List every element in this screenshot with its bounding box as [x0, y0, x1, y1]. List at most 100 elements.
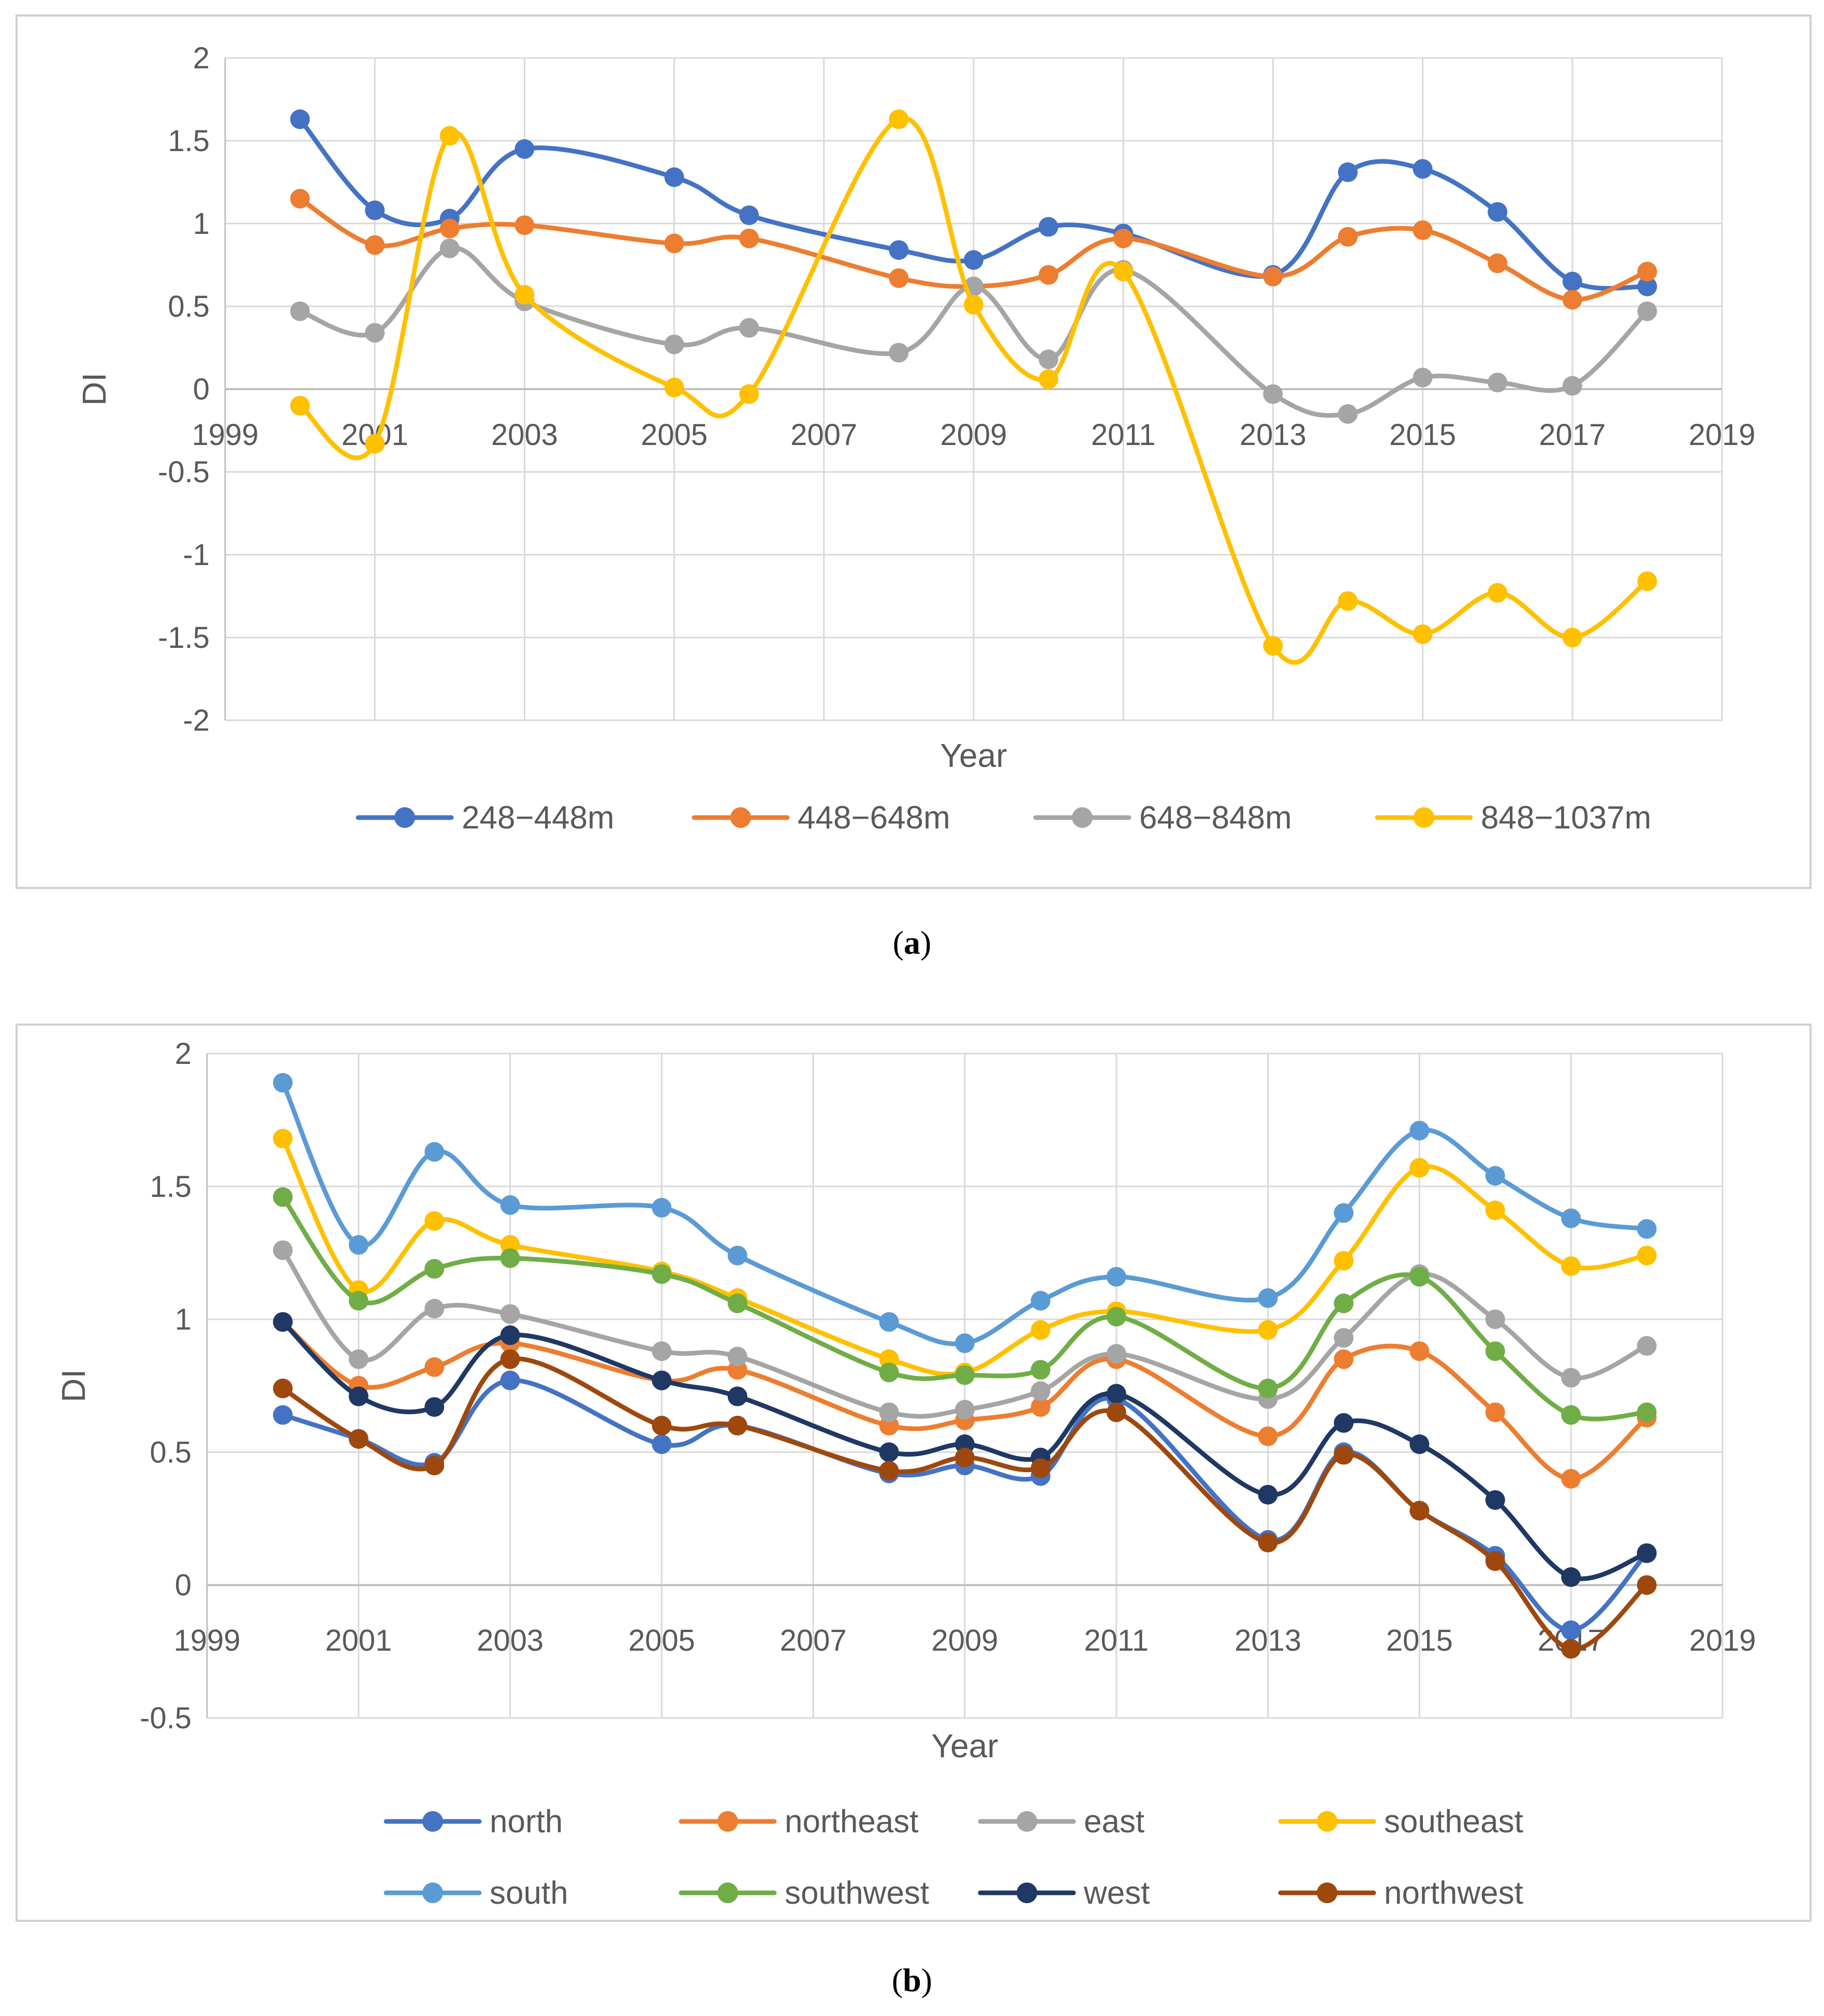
chart-b-legend-swatch-marker: [717, 1882, 738, 1903]
chart-b-legend-label: west: [1083, 1875, 1150, 1911]
chart-b-point-northwest: [348, 1429, 369, 1449]
chart-b-point-south: [1258, 1288, 1278, 1308]
chart-b-point-east: [1031, 1381, 1051, 1401]
chart-b-point-northwest: [879, 1461, 899, 1481]
chart-a-x-tick-label: 2007: [790, 418, 857, 452]
chart-b-point-west: [500, 1325, 520, 1345]
chart-a-point-648−848m: [1488, 373, 1508, 393]
chart-a-point-848−1037m: [365, 434, 385, 454]
chart-b-x-tick-label: 2007: [780, 1624, 847, 1657]
chart-b-frame: 2 1.5 1 0.5 0 -0.5 1999 2001 2003 2005 2007 2009 201…: [16, 1024, 1812, 1922]
chart-b-point-northeast: [1561, 1469, 1581, 1489]
chart-b-series-line-east: [280, 1248, 1650, 1419]
chart-b-point-east: [348, 1349, 369, 1369]
chart-b-point-east: [500, 1304, 520, 1324]
chart-b-point-northwest: [500, 1349, 520, 1369]
chart-a-y-tick-label: 1.5: [168, 124, 210, 158]
chart-b-point-south: [955, 1333, 975, 1353]
chart-b-point-east: [1637, 1336, 1657, 1356]
chart-a-point-448−648m: [739, 228, 759, 248]
chart-b-x-tick-label: 2005: [628, 1624, 695, 1657]
chart-b-y-tick-label: 1.5: [150, 1170, 192, 1204]
chart-a-point-248−448m: [290, 109, 310, 129]
chart-b-point-southwest: [348, 1291, 369, 1311]
chart-a-x-tick-label: 2011: [1091, 418, 1156, 452]
chart-a-legend-swatch-marker: [730, 807, 751, 828]
chart-a-y-tick-label: 0: [193, 373, 210, 406]
chart-b-point-east: [1561, 1368, 1581, 1388]
chart-a-legend-label: 248−448m: [462, 800, 614, 836]
chart-a-y-axis-title: DI: [76, 373, 113, 406]
chart-a-point-448−648m: [514, 215, 535, 235]
chart-b-point-west: [273, 1312, 293, 1332]
chart-b-point-southwest: [1106, 1307, 1126, 1327]
chart-a-point-648−848m: [290, 301, 310, 321]
chart-b-point-southwest: [727, 1293, 747, 1313]
chart-a-x-tick-label: 2009: [940, 418, 1007, 452]
chart-b-point-northeast: [424, 1357, 445, 1377]
chart-a-point-848−1037m: [889, 109, 909, 129]
chart-b-point-east: [1106, 1344, 1126, 1364]
chart-a-x-tick-label: 2003: [491, 418, 558, 452]
chart-b-point-southwest: [1031, 1360, 1051, 1380]
chart-b-point-southwest: [500, 1248, 520, 1268]
chart-b-point-south: [727, 1246, 747, 1266]
chart-b-point-northwest: [1031, 1458, 1051, 1478]
chart-a-legend-swatch-marker: [394, 807, 415, 828]
chart-b-point-south: [348, 1235, 369, 1255]
chart-a-legend-label: 448−648m: [798, 800, 950, 836]
chart-a-point-648−848m: [365, 323, 385, 343]
chart-b-x-tick-label: 2003: [477, 1624, 543, 1657]
chart-a-legend-label: 848−1037m: [1481, 800, 1651, 836]
chart-b-point-east: [273, 1240, 293, 1261]
chart-b-point-south: [1637, 1219, 1657, 1239]
chart-a-point-648−848m: [1338, 404, 1358, 424]
chart-a-point-448−648m: [1338, 227, 1358, 247]
chart-b-point-south: [1334, 1203, 1354, 1223]
chart-a-point-248−448m: [739, 205, 759, 225]
chart-b-point-northeast: [1258, 1426, 1278, 1446]
chart-b-legend-swatch-marker: [1017, 1811, 1037, 1832]
chart-b-point-northwest: [1258, 1533, 1278, 1553]
chart-a-point-848−1037m: [1113, 261, 1134, 281]
chart-b-point-north: [1561, 1620, 1581, 1640]
chart-b-point-southeast: [1637, 1246, 1657, 1266]
chart-a-point-848−1037m: [1338, 591, 1358, 611]
chart-b-point-northwest: [1485, 1551, 1505, 1571]
chart-b-x-axis-title: Year: [931, 1727, 998, 1765]
chart-b-series-line-southeast: [280, 1136, 1650, 1377]
chart-b-point-south: [424, 1142, 445, 1162]
chart-b-point-northeast: [1334, 1349, 1354, 1369]
chart-a-x-tick-label: 2019: [1688, 418, 1755, 452]
chart-a-point-648−848m: [1637, 301, 1657, 321]
chart-b-point-west: [424, 1397, 445, 1417]
chart-b-x-tick-label: 2013: [1234, 1624, 1301, 1657]
chart-b-legend-label: northwest: [1384, 1875, 1523, 1911]
chart-a-point-848−1037m: [1562, 628, 1582, 647]
chart-b-point-southwest: [1409, 1267, 1430, 1287]
chart-b-point-northwest: [1334, 1445, 1354, 1465]
chart-b-point-west: [1561, 1567, 1581, 1587]
chart-a-point-848−1037m: [439, 126, 460, 146]
chart-b-point-southwest: [1637, 1402, 1657, 1422]
chart-a-caption: (a): [892, 924, 932, 961]
chart-b-legend-swatch-marker: [422, 1882, 443, 1903]
chart-b-point-south: [1561, 1208, 1581, 1228]
chart-b-point-southeast: [424, 1211, 445, 1231]
chart-b-point-west: [1409, 1434, 1430, 1454]
chart-a-point-248−448m: [1338, 162, 1358, 182]
chart-b-series-line-west: [280, 1320, 1650, 1581]
chart-b-y-tick-label: 1: [175, 1303, 192, 1337]
chart-a-y-tick-label: -2: [183, 704, 210, 737]
chart-b-series-line-northeast: [280, 1320, 1650, 1481]
chart-a-x-tick-label: 2015: [1389, 418, 1456, 452]
chart-a-point-248−448m: [1562, 272, 1582, 291]
chart-b-point-southwest: [879, 1362, 899, 1383]
chart-a-point-848−1037m: [1637, 571, 1657, 591]
chart-b-point-south: [1409, 1120, 1430, 1140]
chart-b-y-tick-label: 2: [175, 1037, 192, 1071]
chart-b-legend-label: north: [490, 1804, 563, 1840]
chart-a-point-648−848m: [1562, 376, 1582, 396]
chart-b-legend-label: southeast: [1384, 1804, 1523, 1840]
chart-a-point-248−448m: [1637, 276, 1657, 297]
